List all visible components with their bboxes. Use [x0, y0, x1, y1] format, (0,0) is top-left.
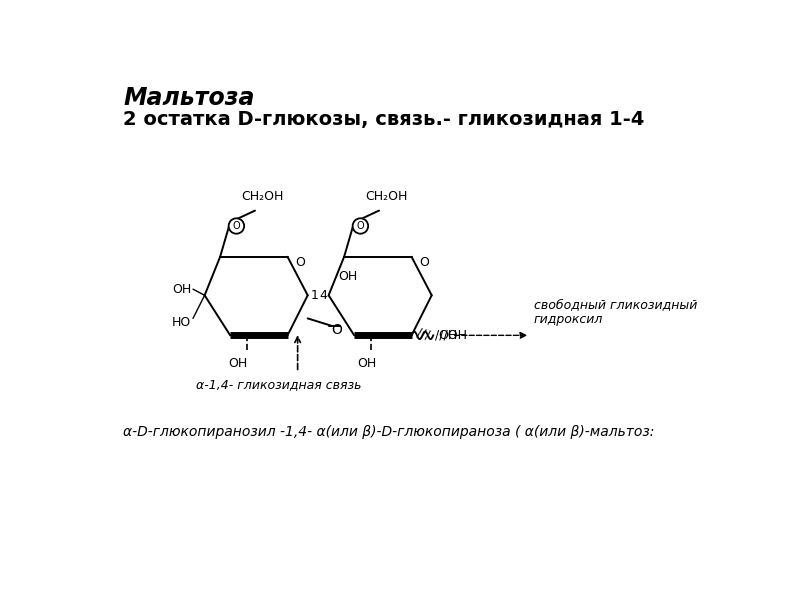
- Text: OH: OH: [172, 283, 191, 296]
- Text: O: O: [233, 221, 240, 231]
- Text: OH: OH: [438, 329, 458, 342]
- Text: O: O: [419, 256, 429, 269]
- Text: α-D-глюкопиранозил -1,4- α(или β)-D-глюкопираноза ( α(или β)-мальтоз:: α-D-глюкопиранозил -1,4- α(или β)-D-глюк…: [123, 425, 654, 439]
- Text: ///OH: ///OH: [435, 329, 466, 342]
- Text: OH: OH: [358, 357, 377, 370]
- Text: ///: ///: [415, 326, 431, 342]
- Circle shape: [353, 218, 368, 233]
- Text: Мальтоза: Мальтоза: [123, 86, 254, 110]
- Text: OH: OH: [338, 269, 358, 283]
- Text: 2 остатка D-глюкозы, связь.- гликозидная 1-4: 2 остатка D-глюкозы, связь.- гликозидная…: [123, 110, 645, 130]
- Text: OH: OH: [228, 357, 247, 370]
- Text: 1: 1: [310, 289, 318, 302]
- Text: O: O: [295, 256, 305, 269]
- Circle shape: [229, 218, 244, 233]
- Text: O: O: [331, 323, 342, 337]
- Text: 4: 4: [319, 289, 327, 302]
- Text: свободный гликозидный
гидроксил: свободный гликозидный гидроксил: [534, 298, 698, 326]
- Text: α-1,4- гликозидная связь: α-1,4- гликозидная связь: [195, 379, 361, 391]
- Text: HO: HO: [172, 316, 191, 329]
- Text: CH₂OH: CH₂OH: [366, 190, 408, 203]
- Text: O: O: [357, 221, 364, 231]
- Text: CH₂OH: CH₂OH: [242, 190, 284, 203]
